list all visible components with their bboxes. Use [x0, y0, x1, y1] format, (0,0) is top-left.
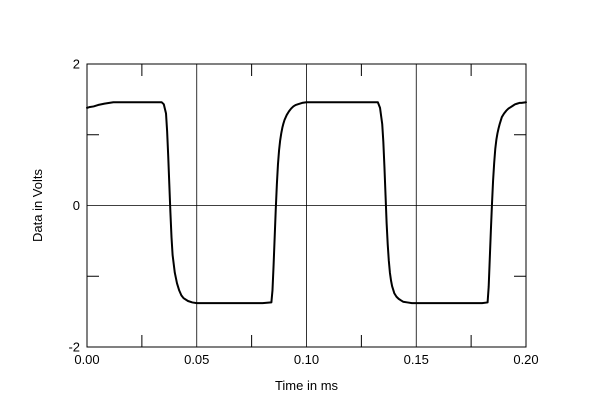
y-tick-label: 2 [73, 57, 80, 72]
x-tick-label: 0.20 [513, 352, 538, 367]
x-tick-label: 0.00 [74, 352, 99, 367]
tick-marks [87, 64, 526, 347]
plot-frame [86, 63, 527, 348]
x-axis-title: Time in ms [275, 378, 339, 393]
x-tick-label: 0.10 [294, 352, 319, 367]
y-axis-title: Data in Volts [30, 169, 45, 242]
x-tick-label: 0.15 [404, 352, 429, 367]
series-layer [86, 101, 527, 305]
y-tick-label: -2 [68, 340, 80, 355]
x-tick-label: 0.05 [184, 352, 209, 367]
y-tick-label: 0 [73, 198, 80, 213]
series-line [86, 101, 527, 305]
y-tick-labels: -2 0 2 [68, 57, 80, 355]
grid-lines [87, 64, 526, 347]
x-tick-labels: 0.00 0.05 0.10 0.15 0.20 [74, 352, 538, 367]
